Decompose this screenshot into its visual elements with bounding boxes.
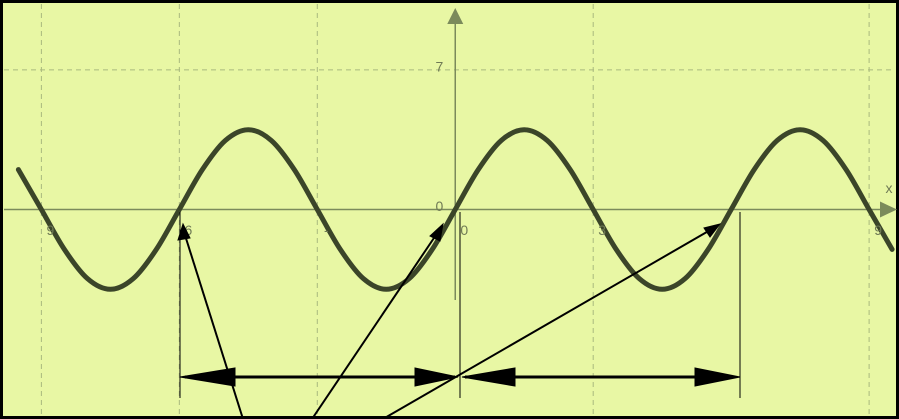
arrow-head xyxy=(414,367,459,387)
pointer-line xyxy=(311,231,439,419)
arrow-head xyxy=(179,367,236,387)
y-axis-arrow xyxy=(447,8,464,24)
x-axis-arrow xyxy=(880,201,897,218)
x-axis-label: x xyxy=(886,180,893,196)
labels: 9 6 - 0 3 9 7 0 xyxy=(46,59,882,239)
arrow-head xyxy=(429,222,444,242)
pointer-line xyxy=(183,231,244,419)
x-tick-label: 9 xyxy=(874,222,882,238)
x-tick-label: 0 xyxy=(460,222,468,238)
x-tick-label: 3 xyxy=(598,222,606,238)
arrow-head xyxy=(694,367,741,387)
y-tick-label: 7 xyxy=(435,59,443,75)
marks xyxy=(15,127,895,292)
axes xyxy=(4,8,897,300)
y-tick-label: 0 xyxy=(435,198,443,214)
x-tick-label: 9 xyxy=(46,222,54,238)
annotations xyxy=(177,212,741,419)
arrow-head xyxy=(177,222,191,241)
x-tick-label: - xyxy=(324,222,329,238)
arrow-head xyxy=(461,367,516,387)
x-tick-label: 6 xyxy=(184,222,192,238)
grid xyxy=(4,4,895,415)
pointer-line xyxy=(382,228,713,419)
curve xyxy=(15,127,895,292)
arrow-head xyxy=(703,223,722,238)
